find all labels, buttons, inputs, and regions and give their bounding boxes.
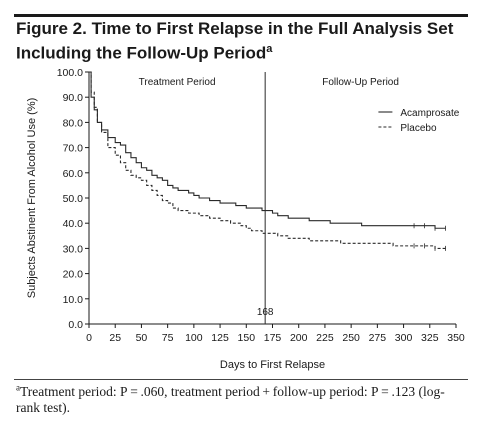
x-tick-label: 75	[162, 332, 174, 344]
y-tick-label: 90.0	[63, 92, 84, 104]
x-tick-label: 350	[447, 332, 465, 344]
legend-label-acamprosate: Acamprosate	[400, 108, 459, 119]
y-tick-label: 70.0	[63, 143, 84, 155]
x-tick-label: 300	[395, 332, 413, 344]
divider-label: 168	[257, 307, 274, 318]
y-tick-label: 80.0	[63, 117, 84, 129]
x-tick-label: 225	[316, 332, 334, 344]
y-tick-label: 20.0	[63, 269, 84, 281]
figure-title: Figure 2. Time to First Relapse in the F…	[16, 19, 466, 64]
x-tick-label: 0	[86, 332, 92, 344]
x-tick-label: 200	[290, 332, 308, 344]
y-tick-label: 100.0	[57, 67, 83, 79]
divider: 168	[257, 72, 274, 324]
y-tick-label: 50.0	[63, 193, 84, 205]
series-line-placebo	[89, 71, 446, 249]
chart-container: 0.0 10.0 20.0 30.0 40.0 50.0 60.0 70.0 80.0 90.0 1…	[14, 62, 468, 380]
x-tick-label: 25	[109, 332, 121, 344]
series-group	[89, 71, 446, 251]
legend-label-placebo: Placebo	[400, 123, 437, 134]
x-tick-label: 150	[238, 332, 256, 344]
top-rule	[14, 14, 468, 17]
figure-title-text: Figure 2. Time to First Relapse in the F…	[16, 19, 454, 63]
footnote: aTreatment period: P = .060, treatment p…	[16, 382, 466, 416]
axes: 0.0 10.0 20.0 30.0 40.0 50.0 60.0 70.0 80.0 90.0 1…	[57, 67, 465, 344]
figure-title-marker: a	[266, 43, 273, 55]
x-tick-label: 125	[211, 332, 229, 344]
y-tick-label: 0.0	[68, 319, 83, 331]
y-tick-label: 60.0	[63, 168, 84, 180]
y-tick-label: 10.0	[63, 294, 84, 306]
x-tick-label: 100	[185, 332, 203, 344]
y-tick-label: 40.0	[63, 218, 84, 230]
x-tick-label: 50	[136, 332, 148, 344]
period-labels: Treatment Period Follow-Up Period	[139, 77, 399, 88]
x-axis-label: Days to First Relapse	[220, 359, 325, 371]
x-tick-label: 275	[369, 332, 387, 344]
legend: Acamprosate Placebo	[378, 108, 460, 134]
series-line-acamprosate	[89, 71, 446, 229]
y-tick-label: 30.0	[63, 243, 84, 255]
footnote-text: Treatment period: P = .060, treatment pe…	[16, 384, 445, 415]
bottom-rule	[14, 379, 468, 380]
footnote-marker: a	[16, 382, 20, 393]
followup-period-label: Follow-Up Period	[322, 77, 399, 88]
survival-chart: 0.0 10.0 20.0 30.0 40.0 50.0 60.0 70.0 80.0 90.0 1…	[26, 67, 465, 371]
treatment-period-label: Treatment Period	[139, 77, 216, 88]
x-tick-label: 250	[342, 332, 360, 344]
y-axis-label: Subjects Abstinent From Alcohol Use (%)	[26, 98, 38, 299]
x-tick-label: 175	[264, 332, 282, 344]
x-tick-label: 325	[421, 332, 439, 344]
